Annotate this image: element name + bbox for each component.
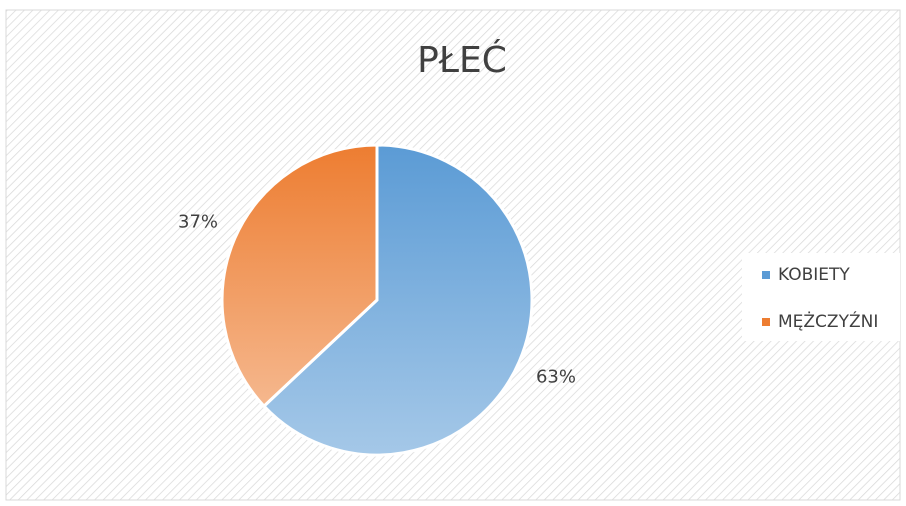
data-label: 37% [178, 212, 218, 233]
legend-box [742, 253, 900, 341]
legend-swatch [762, 318, 770, 326]
legend-label: MĘŻCZYŹNI [778, 310, 878, 332]
legend-swatch [762, 271, 770, 279]
pie-slice [261, 143, 534, 457]
pie-slice [220, 143, 379, 409]
chart-title: PŁEĆ [417, 39, 507, 81]
legend-label: KOBIETY [778, 265, 850, 285]
data-label: 63% [536, 366, 576, 387]
